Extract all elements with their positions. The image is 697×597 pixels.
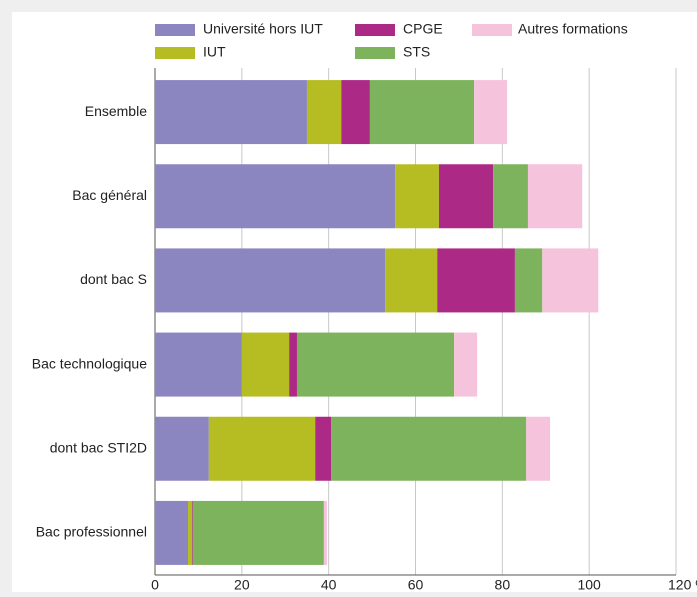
bar-segment bbox=[474, 80, 508, 145]
x-tick-label: 80 bbox=[495, 577, 511, 592]
bar-segment bbox=[155, 332, 242, 397]
bar-segment bbox=[296, 332, 455, 397]
bar-segment bbox=[341, 80, 370, 145]
bar-segment bbox=[438, 164, 494, 229]
y-tick-label: dont bac STI2D bbox=[50, 439, 147, 455]
bar-segment bbox=[191, 500, 193, 565]
x-tick-label: 40 bbox=[321, 577, 337, 592]
bar-segment bbox=[514, 248, 543, 313]
bar-segment bbox=[542, 248, 599, 313]
bar-segment bbox=[331, 416, 527, 481]
bar-segment bbox=[241, 332, 290, 397]
bar-segment bbox=[493, 164, 528, 229]
bar-segment bbox=[208, 416, 316, 481]
y-tick-label: Bac général bbox=[72, 187, 147, 203]
legend-swatch bbox=[472, 24, 512, 36]
bar-segment bbox=[454, 332, 478, 397]
x-tick-label: 120 % bbox=[668, 577, 697, 592]
bar-segment bbox=[395, 164, 439, 229]
bar-segment bbox=[155, 248, 386, 313]
x-tick-label: 100 bbox=[577, 577, 601, 592]
legend-swatch bbox=[155, 47, 195, 59]
bar-segment bbox=[385, 248, 438, 313]
bar-segment bbox=[306, 80, 342, 145]
x-tick-label: 20 bbox=[234, 577, 250, 592]
legend-label: STS bbox=[403, 44, 430, 60]
legend-label: IUT bbox=[203, 44, 226, 60]
bar-segment bbox=[323, 500, 327, 565]
bar-segment bbox=[155, 416, 209, 481]
legend-label: Université hors IUT bbox=[203, 21, 323, 37]
y-tick-label: Bac professionnel bbox=[36, 524, 147, 540]
bar-segment bbox=[187, 500, 192, 565]
bar-segment bbox=[192, 500, 324, 565]
bar-segment bbox=[369, 80, 475, 145]
legend-swatch bbox=[355, 24, 395, 36]
bar-segment bbox=[526, 416, 551, 481]
bar-segment bbox=[289, 332, 297, 397]
legend-label: Autres formations bbox=[518, 21, 628, 37]
bar-segment bbox=[155, 80, 307, 145]
bar-segment bbox=[437, 248, 515, 313]
y-tick-label: Bac technologique bbox=[32, 355, 147, 371]
bar-segment bbox=[315, 416, 332, 481]
x-tick-label: 0 bbox=[151, 577, 159, 592]
legend-label: CPGE bbox=[403, 21, 443, 37]
bar-segment bbox=[155, 500, 188, 565]
bar-segment bbox=[527, 164, 583, 229]
x-tick-label: 60 bbox=[408, 577, 424, 592]
legend-swatch bbox=[155, 24, 195, 36]
y-tick-label: Ensemble bbox=[85, 103, 147, 119]
legend-swatch bbox=[355, 47, 395, 59]
bar-segment bbox=[155, 164, 396, 229]
y-tick-label: dont bac S bbox=[80, 271, 147, 287]
